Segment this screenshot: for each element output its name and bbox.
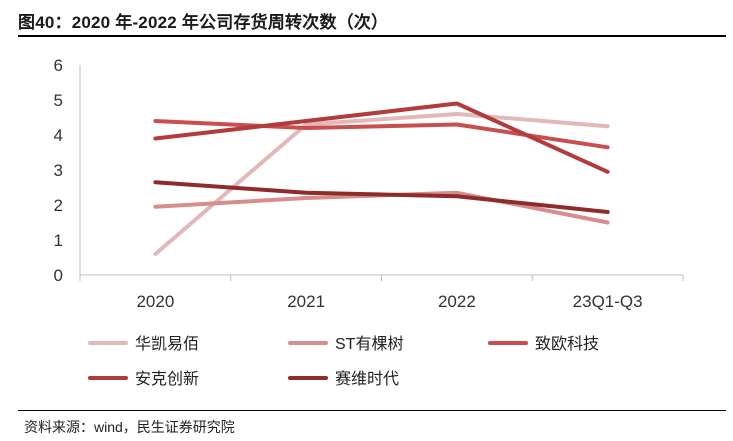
series-line-1 [153,112,610,256]
y-axis: 0 1 2 3 4 5 6 [54,56,81,285]
legend-label: 赛维时代 [335,369,399,388]
y-tick-label: 1 [54,231,63,250]
y-tick-label: 4 [54,126,63,145]
y-tick-label: 5 [54,91,63,110]
y-tick-label: 6 [54,56,63,75]
legend-label: 华凯易佰 [135,335,199,353]
title-divider [18,35,726,37]
legend-label: 致欧科技 [535,335,599,353]
y-tick-label: 2 [54,196,63,215]
legend-label: ST有棵树 [335,335,403,353]
x-tick-label: 2021 [287,292,325,311]
y-tick-label: 0 [54,266,63,285]
x-tick-label: 2022 [438,292,476,311]
series-line-3 [153,119,610,150]
footer-divider [18,410,726,411]
source-note: 资料来源：wind，民生证券研究院 [24,419,235,435]
series-lines [153,101,610,256]
series-line-5 [153,180,610,214]
y-tick-label: 3 [54,161,63,180]
x-tick-label: 23Q1-Q3 [573,292,643,311]
series-line-4 [153,101,610,174]
chart-title: 图40：2020 年-2022 年公司存货周转次数（次） [18,13,389,32]
x-tick-label: 2020 [136,292,174,311]
legend-label: 安克创新 [135,370,199,388]
x-axis: 2020 2021 2022 23Q1-Q3 [79,274,684,311]
